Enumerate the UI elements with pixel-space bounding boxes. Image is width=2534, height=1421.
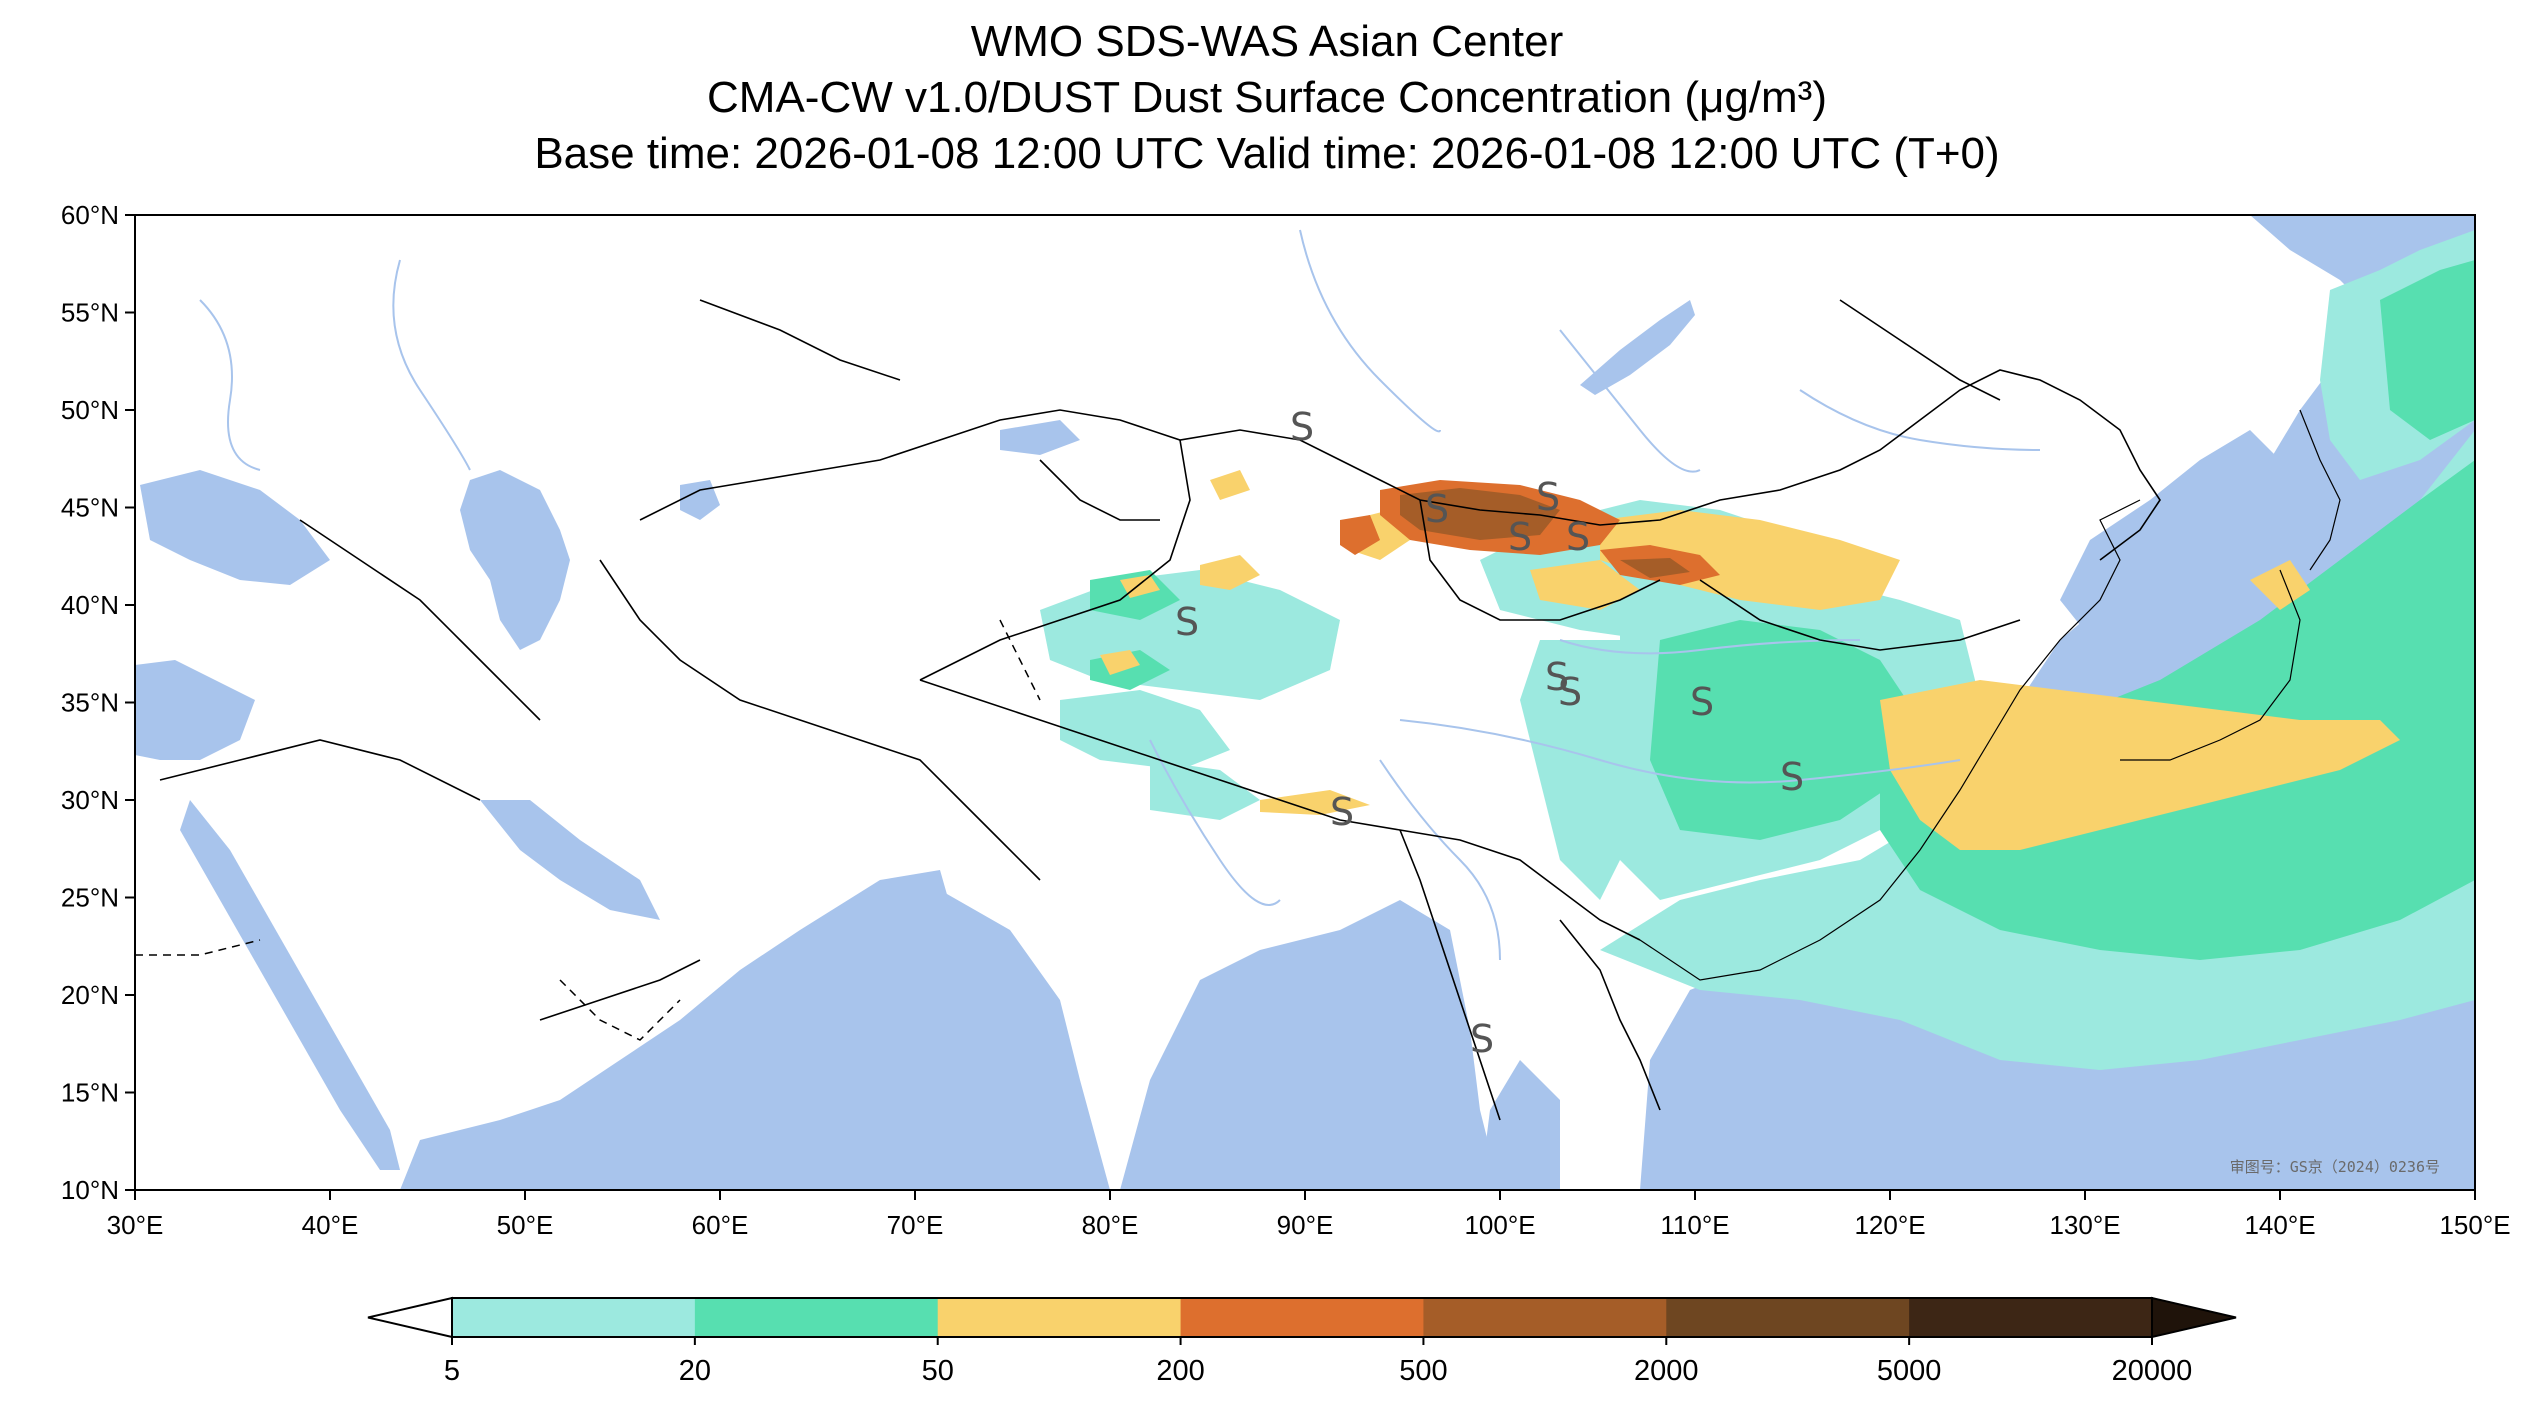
dust-field-500-2000 [1400,488,1690,578]
lon-tick-label: 110°E [1660,1210,1729,1240]
lat-tick-label: 45°N [61,493,119,523]
approval-number: 审图号：GS京（2024）0236号 [2230,1158,2440,1176]
colorbar-segment [452,1298,696,1337]
lon-tick-label: 90°E [1277,1210,1334,1240]
lon-tick-label: 120°E [1854,1210,1925,1240]
lon-tick-label: 130°E [2049,1210,2120,1240]
colorbar: 5 20 50 200 500 2000 5000 20000 [367,1296,2237,1387]
map-title: WMO SDS-WAS Asian Center [970,17,1564,66]
colorbar-under-arrow [367,1296,453,1339]
lon-tick-label: 30°E [107,1210,164,1240]
colorbar-tick-label: 20000 [2112,1355,2193,1387]
dust-symbol: S [1780,755,1804,799]
country-borders [159,299,2161,1121]
lat-tick-label: 15°N [61,1078,119,1108]
dust-symbol: S [1690,680,1714,724]
map-subtitle: CMA-CW v1.0/DUST Dust Surface Concentrat… [707,73,1827,122]
dust-symbol: S [1508,515,1532,559]
disputed-borders [135,619,1041,1041]
map-area: S S S S S S S S S S S S 审图号：GS京（2024）023… [135,215,2475,1190]
lon-tick-label: 150°E [2439,1210,2510,1240]
colorbar-tick-label: 5 [444,1355,460,1387]
dust-symbol: S [1558,670,1582,714]
lat-tick-label: 40°N [61,590,119,620]
colorbar-segment [1423,1298,1667,1337]
lat-tick-label: 50°N [61,395,119,425]
black-sea [140,470,330,585]
lon-tick-label: 50°E [497,1210,554,1240]
dust-symbol: S [1566,515,1590,559]
lon-tick-label: 60°E [692,1210,749,1240]
arabian-sea [400,870,1060,1190]
lat-tick-label: 25°N [61,883,119,913]
dust-symbol: S [1175,600,1199,644]
colorbar-tick-label: 5000 [1877,1355,1942,1387]
lon-tick-label: 70°E [887,1210,944,1240]
dust-symbol: S [1536,475,1560,519]
lat-tick-label: 30°N [61,785,119,815]
lon-tick-label: 100°E [1464,1210,1535,1240]
andaman-sea [1480,1060,1560,1190]
dust-symbol: S [1470,1017,1494,1061]
latitude-axis: 60°N 55°N 50°N 45°N 40°N 35°N 30°N 25°N 20°N 15°N… [61,200,135,1205]
colorbar-tick-label: 500 [1399,1355,1447,1387]
colorbar-segment [694,1298,939,1337]
dust-symbol: S [1330,790,1354,834]
lon-tick-label: 40°E [302,1210,359,1240]
lat-tick-label: 60°N [61,200,119,230]
longitude-axis: 30°E 40°E 50°E 60°E 70°E 80°E 90°E 100°E 110°E 12… [107,1190,2511,1240]
colorbar-tick-label: 200 [1156,1355,1204,1387]
caspian-sea [460,470,570,650]
bay-of-bengal [1120,900,1500,1190]
lake-baikal [1580,300,1695,395]
colorbar-frame [451,1297,2153,1338]
red-sea [180,800,400,1170]
lon-tick-label: 80°E [1082,1210,1139,1240]
lat-tick-label: 10°N [61,1175,119,1205]
lake-balkhash [1000,420,1080,455]
rivers [199,229,2041,961]
dust-symbol: S [1545,655,1569,699]
lon-tick-label: 140°E [2244,1210,2315,1240]
persian-gulf [480,800,660,920]
dust-symbol: S [1425,487,1449,531]
dust-weather-symbols: S S S S S S S S S S S S [1175,405,1804,1061]
colorbar-segment [1180,1298,1424,1337]
coastlines [1639,409,2341,981]
aral-sea [680,480,720,520]
mediterranean-sea [135,660,255,760]
colorbar-over-arrow [2151,1296,2237,1339]
colorbar-segment [937,1298,1182,1337]
lat-tick-label: 20°N [61,980,119,1010]
lat-tick-label: 35°N [61,688,119,718]
map-time-info: Base time: 2026-01-08 12:00 UTC Valid ti… [534,129,2000,178]
sea-of-japan [2060,430,2290,660]
dust-symbol: S [1290,405,1314,449]
colorbar-segment [1909,1298,2153,1337]
colorbar-tick-label: 20 [679,1355,711,1387]
colorbar-tick-label: 2000 [1634,1355,1699,1387]
lat-tick-label: 55°N [61,298,119,328]
colorbar-segment [1666,1298,1910,1337]
colorbar-tick-label: 50 [922,1355,954,1387]
